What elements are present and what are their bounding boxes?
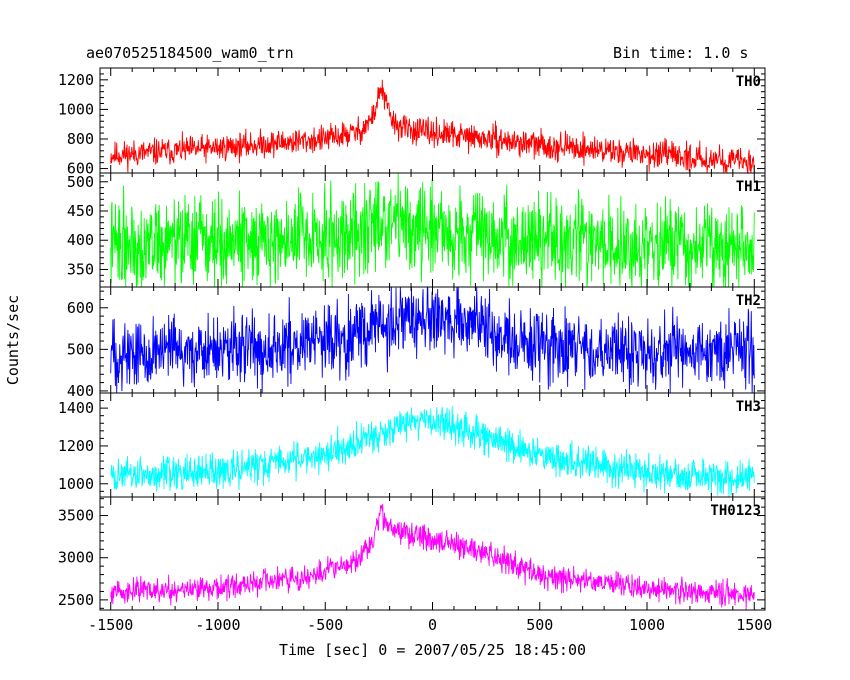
- y-tick-label: 600: [67, 299, 94, 317]
- y-tick-label: 1200: [58, 71, 94, 89]
- y-tick-label: 350: [67, 260, 94, 278]
- panel-label-th3: TH3: [736, 399, 761, 415]
- bin-time-label: Bin time: 1.0 s: [613, 44, 749, 62]
- panel-label-th0: TH0: [736, 74, 761, 90]
- panel-th1: 350 400 450 500 TH1: [67, 172, 766, 288]
- y-tick-label: 2500: [58, 591, 94, 609]
- panel-label-th1: TH1: [736, 179, 761, 195]
- x-axis-label: Time [sec] 0 = 2007/05/25 18:45:00: [279, 641, 586, 659]
- y-tick-label: 3500: [58, 507, 94, 525]
- series-line-th0123: [110, 503, 755, 610]
- x-tick-label: -500: [307, 616, 343, 634]
- chart-title: ae070525184500_wam0_trn: [86, 44, 294, 62]
- y-tick-label: 500: [67, 173, 94, 191]
- y-tick-label: 400: [67, 382, 94, 400]
- panel-label-th2: TH2: [736, 293, 761, 309]
- panel-th0: 600 800 1000 1200 TH0: [58, 67, 766, 178]
- x-tick-label: 1000: [629, 616, 665, 634]
- x-tick-label: -1500: [88, 616, 133, 634]
- x-tick-label: 0: [428, 616, 437, 634]
- series-line-th3: [110, 405, 755, 498]
- y-tick-label: 800: [67, 130, 94, 148]
- panel-label-th0123: TH0123: [710, 503, 761, 519]
- y-tick-label: 3000: [58, 549, 94, 567]
- series-line-th0: [110, 79, 755, 175]
- series-line-th1: [110, 172, 755, 288]
- panel-frame: [99, 67, 766, 174]
- y-tick-label: 600: [67, 160, 94, 178]
- y-axis-label: Counts/sec: [4, 295, 22, 385]
- panel-th2: 400 500 600 TH2: [67, 286, 766, 400]
- x-tick-label: 1500: [736, 616, 772, 634]
- y-tick-label: 400: [67, 231, 94, 249]
- y-tick-label: 1000: [58, 475, 94, 493]
- series-line-th2: [110, 286, 755, 394]
- y-tick-label: 1000: [58, 100, 94, 118]
- panel-th0123: 2500 3000 3500 TH0123: [58, 496, 766, 611]
- panel-th3: 1000 1200 1400 TH3: [58, 392, 766, 498]
- y-tick-label: 1400: [58, 399, 94, 417]
- y-tick-label: 450: [67, 202, 94, 220]
- y-tick-label: 1200: [58, 437, 94, 455]
- x-tick-label: -1000: [195, 616, 240, 634]
- x-tick-label: 500: [526, 616, 553, 634]
- y-tick-label: 500: [67, 340, 94, 358]
